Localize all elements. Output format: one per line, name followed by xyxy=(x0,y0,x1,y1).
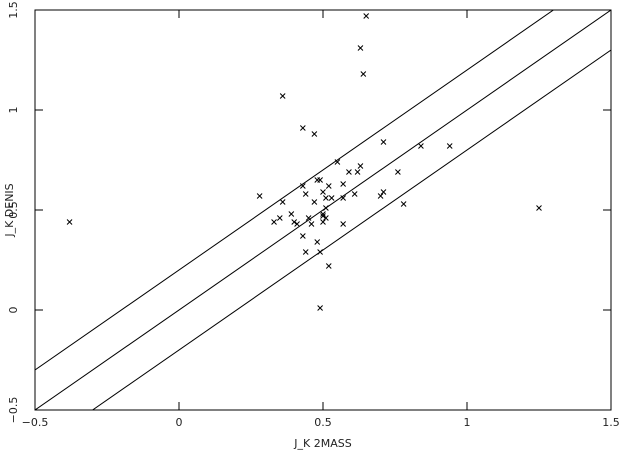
y-tick-label: −0.5 xyxy=(7,397,20,424)
point xyxy=(302,191,309,197)
point xyxy=(395,169,401,175)
point xyxy=(291,219,298,225)
point xyxy=(325,263,332,269)
point xyxy=(380,189,387,195)
point xyxy=(317,305,323,311)
reference-line xyxy=(91,49,611,410)
point xyxy=(320,211,326,217)
point xyxy=(357,45,364,51)
y-axis-label: J_K DENIS xyxy=(3,183,16,237)
point xyxy=(446,143,453,149)
point xyxy=(320,189,326,195)
point xyxy=(302,249,309,255)
point xyxy=(360,71,367,77)
point xyxy=(354,169,361,175)
point xyxy=(363,13,370,19)
point xyxy=(320,219,326,225)
point xyxy=(276,215,283,221)
x-tick-label: 1 xyxy=(464,416,471,429)
point xyxy=(279,93,286,99)
point xyxy=(334,159,341,165)
point xyxy=(314,239,321,245)
point xyxy=(311,131,318,137)
y-tick-label: 0.5 xyxy=(7,201,20,219)
point xyxy=(317,249,323,255)
point xyxy=(323,205,329,211)
point xyxy=(305,215,312,221)
point xyxy=(323,215,329,221)
point xyxy=(256,193,263,199)
point xyxy=(317,177,323,183)
point xyxy=(328,195,335,201)
y-tick-label: 1.5 xyxy=(7,1,20,19)
y-tick-label: 1 xyxy=(7,107,20,114)
point xyxy=(340,181,347,187)
point xyxy=(66,219,73,225)
point xyxy=(308,221,315,227)
point xyxy=(320,213,326,219)
point xyxy=(299,183,306,189)
point xyxy=(288,211,295,217)
point xyxy=(323,195,329,201)
point xyxy=(380,139,387,145)
point xyxy=(377,193,384,199)
point xyxy=(351,191,358,197)
reference-line xyxy=(35,10,611,410)
x-tick-label: 0.5 xyxy=(314,416,332,429)
point xyxy=(294,221,300,227)
x-tick-label: −0.5 xyxy=(22,416,49,429)
point xyxy=(418,143,424,149)
point xyxy=(340,221,347,227)
point xyxy=(340,195,347,201)
x-tick-label: 1.5 xyxy=(602,416,620,429)
point xyxy=(346,169,352,175)
point xyxy=(400,201,407,207)
reference-line xyxy=(35,10,555,371)
point xyxy=(325,183,332,189)
point xyxy=(311,199,318,205)
point xyxy=(299,125,306,131)
x-axis-label: J_K 2MASS xyxy=(293,437,351,450)
reference-lines xyxy=(35,10,611,410)
point xyxy=(271,219,277,225)
point xyxy=(536,205,542,211)
point xyxy=(279,199,286,205)
x-tick-label: 0 xyxy=(176,416,183,429)
point xyxy=(299,233,306,239)
y-tick-label: 0 xyxy=(7,307,20,314)
point xyxy=(357,163,364,169)
